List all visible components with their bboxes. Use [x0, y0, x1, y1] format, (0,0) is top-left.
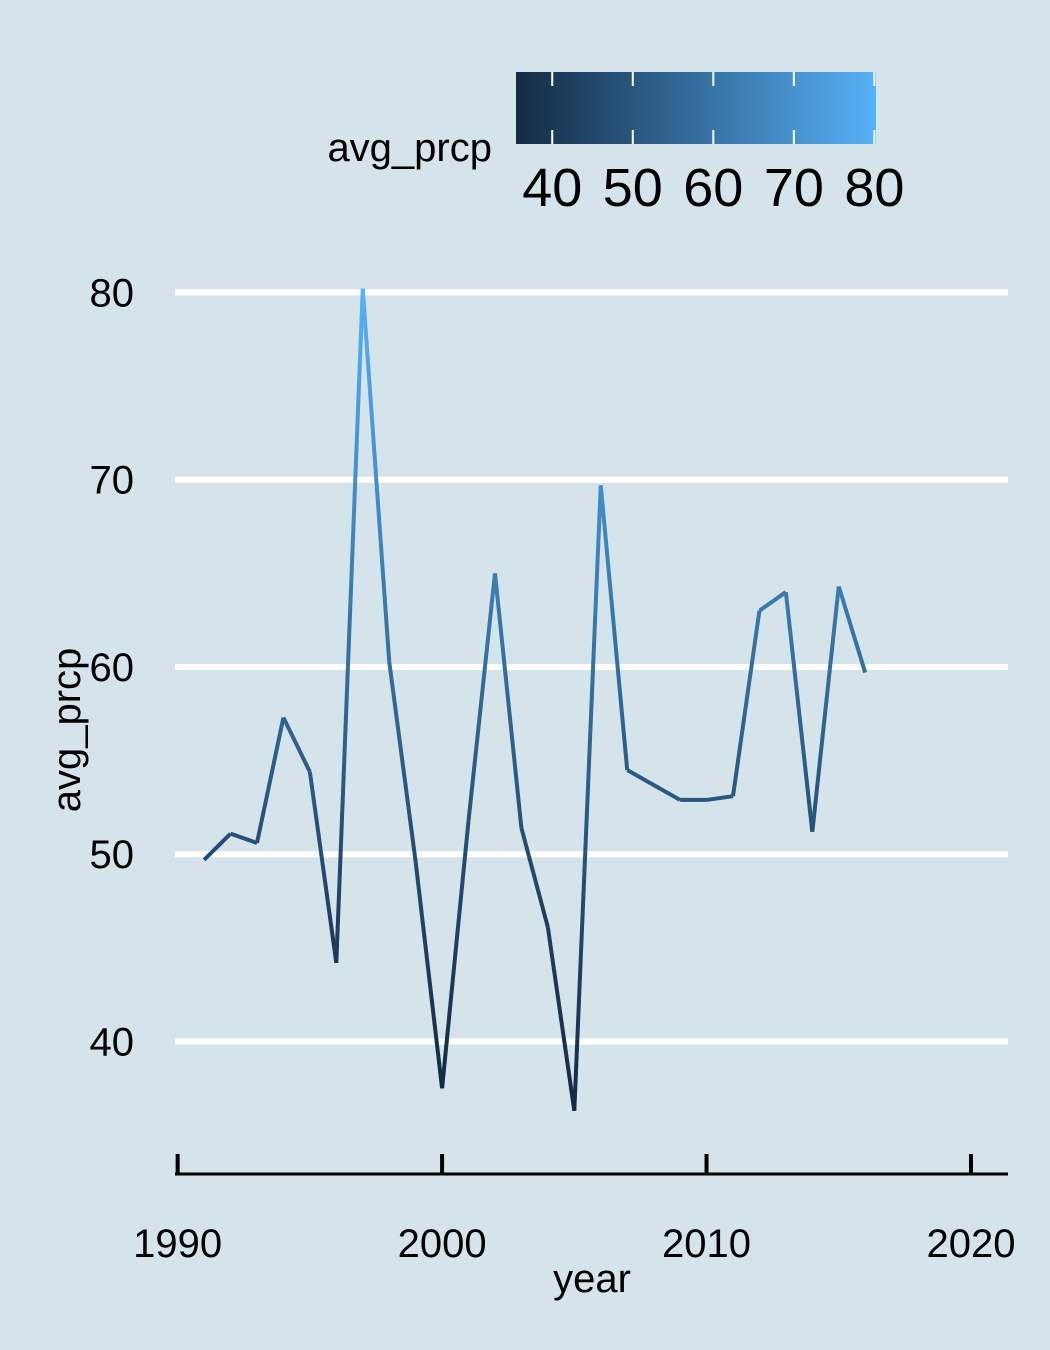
line-segment — [492, 573, 524, 829]
line-segment — [572, 485, 603, 1111]
x-axis-tick-labels: 1990 2000 2010 2020 — [133, 1222, 1015, 1266]
line-segment — [281, 716, 312, 773]
line-segment — [229, 831, 258, 845]
x-axis-title: year — [553, 1257, 631, 1301]
line-segment — [730, 610, 762, 797]
legend-tick-label: 40 — [522, 158, 582, 218]
x-tick-label: 2000 — [398, 1222, 487, 1266]
line-segment — [626, 768, 655, 787]
legend: avg_prcp 40 50 60 70 80 — [327, 72, 904, 218]
y-tick-label: 50 — [90, 833, 135, 877]
line-segment — [519, 827, 550, 928]
series-line — [202, 288, 868, 1112]
line-segment — [783, 591, 815, 832]
line-segment — [836, 585, 868, 674]
line-segment — [440, 820, 471, 1089]
y-axis-title: avg_prcp — [45, 648, 89, 813]
legend-tick-label: 50 — [603, 158, 663, 218]
y-axis-tick-labels: 40 50 60 70 80 — [90, 271, 135, 1064]
y-tick-label: 70 — [90, 459, 135, 503]
x-tick-label: 1990 — [133, 1222, 222, 1266]
line-segment — [545, 926, 577, 1112]
x-axis-ticks — [175, 1154, 973, 1174]
line-segment — [466, 573, 497, 821]
y-tick-label: 40 — [90, 1021, 135, 1065]
x-tick-label: 2010 — [662, 1222, 751, 1266]
x-tick-label: 2020 — [926, 1222, 1015, 1266]
y-tick-label: 80 — [90, 271, 135, 315]
y-tick-label: 60 — [90, 646, 135, 690]
line-segment — [360, 288, 392, 662]
legend-title: avg_prcp — [327, 126, 492, 170]
line-segment — [334, 288, 365, 963]
line-segment — [706, 794, 734, 802]
legend-tick-label: 60 — [683, 158, 743, 218]
line-segment — [307, 771, 339, 964]
legend-colorbar — [516, 72, 876, 144]
line-segment — [387, 661, 418, 862]
line-segment — [202, 832, 232, 862]
line-segment — [810, 586, 841, 832]
line-segment — [255, 717, 286, 844]
line-segment — [652, 783, 682, 802]
legend-tick-label: 80 — [844, 158, 904, 218]
line-segment — [758, 590, 788, 613]
line-segment — [598, 485, 630, 771]
line-segment — [413, 861, 445, 1089]
legend-tick-label: 70 — [764, 158, 824, 218]
